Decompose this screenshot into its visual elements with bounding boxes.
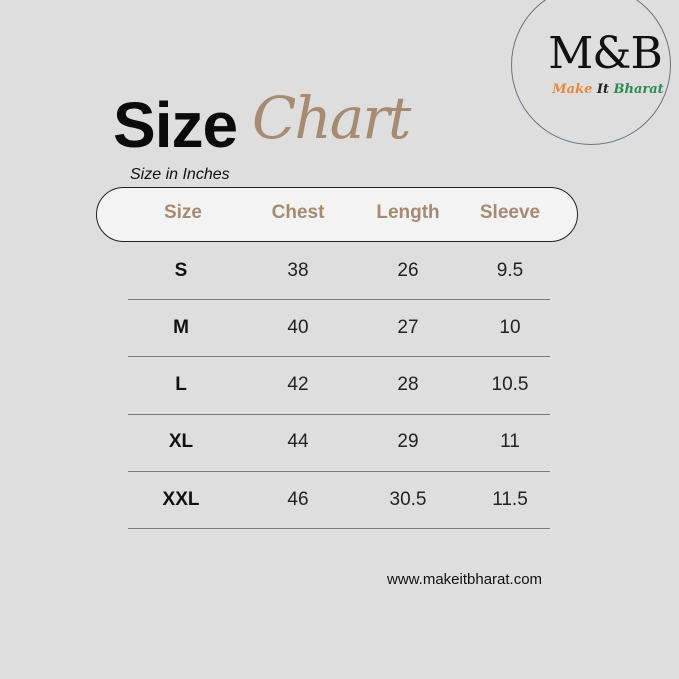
cell-chest: 44 bbox=[287, 431, 309, 453]
logo-tagline: Make It Bharat bbox=[546, 82, 670, 97]
title-script: Chart bbox=[252, 84, 411, 152]
header-size: Size bbox=[163, 202, 203, 223]
tagline-bharat: Bharat bbox=[613, 82, 664, 97]
cell-sleeve: 10 bbox=[499, 316, 521, 338]
cell-length: 28 bbox=[397, 374, 419, 396]
cell-sleeve: 10.5 bbox=[491, 374, 529, 396]
cell-chest: 46 bbox=[287, 488, 309, 510]
cell-length: 29 bbox=[397, 431, 419, 453]
cell-size: XL bbox=[168, 431, 194, 453]
table-row: XXL 46 30.5 11.5 bbox=[128, 471, 550, 530]
table-header bbox=[96, 187, 578, 242]
subtitle: Size in Inches bbox=[130, 166, 230, 183]
website-url: www.makeitbharat.com bbox=[387, 571, 543, 588]
header-sleeve: Sleeve bbox=[479, 202, 541, 223]
cell-size: S bbox=[174, 259, 188, 281]
table-row: XL 44 29 11 bbox=[128, 414, 550, 472]
title-bold: Size bbox=[113, 89, 238, 161]
cell-chest: 42 bbox=[287, 374, 309, 396]
cell-sleeve: 11.5 bbox=[492, 488, 528, 510]
cell-chest: 40 bbox=[287, 316, 309, 338]
cell-chest: 38 bbox=[287, 259, 309, 281]
logo-mark: M&B bbox=[548, 28, 663, 79]
cell-size: M bbox=[173, 316, 189, 338]
cell-size: XXL bbox=[162, 488, 200, 510]
cell-sleeve: 11 bbox=[500, 431, 520, 453]
table-row: S 38 26 9.5 bbox=[128, 242, 550, 300]
header-length: Length bbox=[376, 202, 440, 223]
logo-circle bbox=[511, 0, 671, 145]
tagline-make: Make bbox=[552, 82, 593, 97]
cell-length: 27 bbox=[397, 316, 419, 338]
header-chest: Chest bbox=[271, 202, 325, 223]
cell-length: 26 bbox=[397, 259, 419, 281]
cell-sleeve: 9.5 bbox=[496, 259, 524, 281]
cell-length: 30.5 bbox=[389, 488, 427, 510]
tagline-it: It bbox=[596, 82, 610, 97]
cell-size: L bbox=[175, 374, 187, 396]
table-row: L 42 28 10.5 bbox=[128, 357, 550, 415]
table-row: M 40 27 10 bbox=[128, 299, 550, 358]
